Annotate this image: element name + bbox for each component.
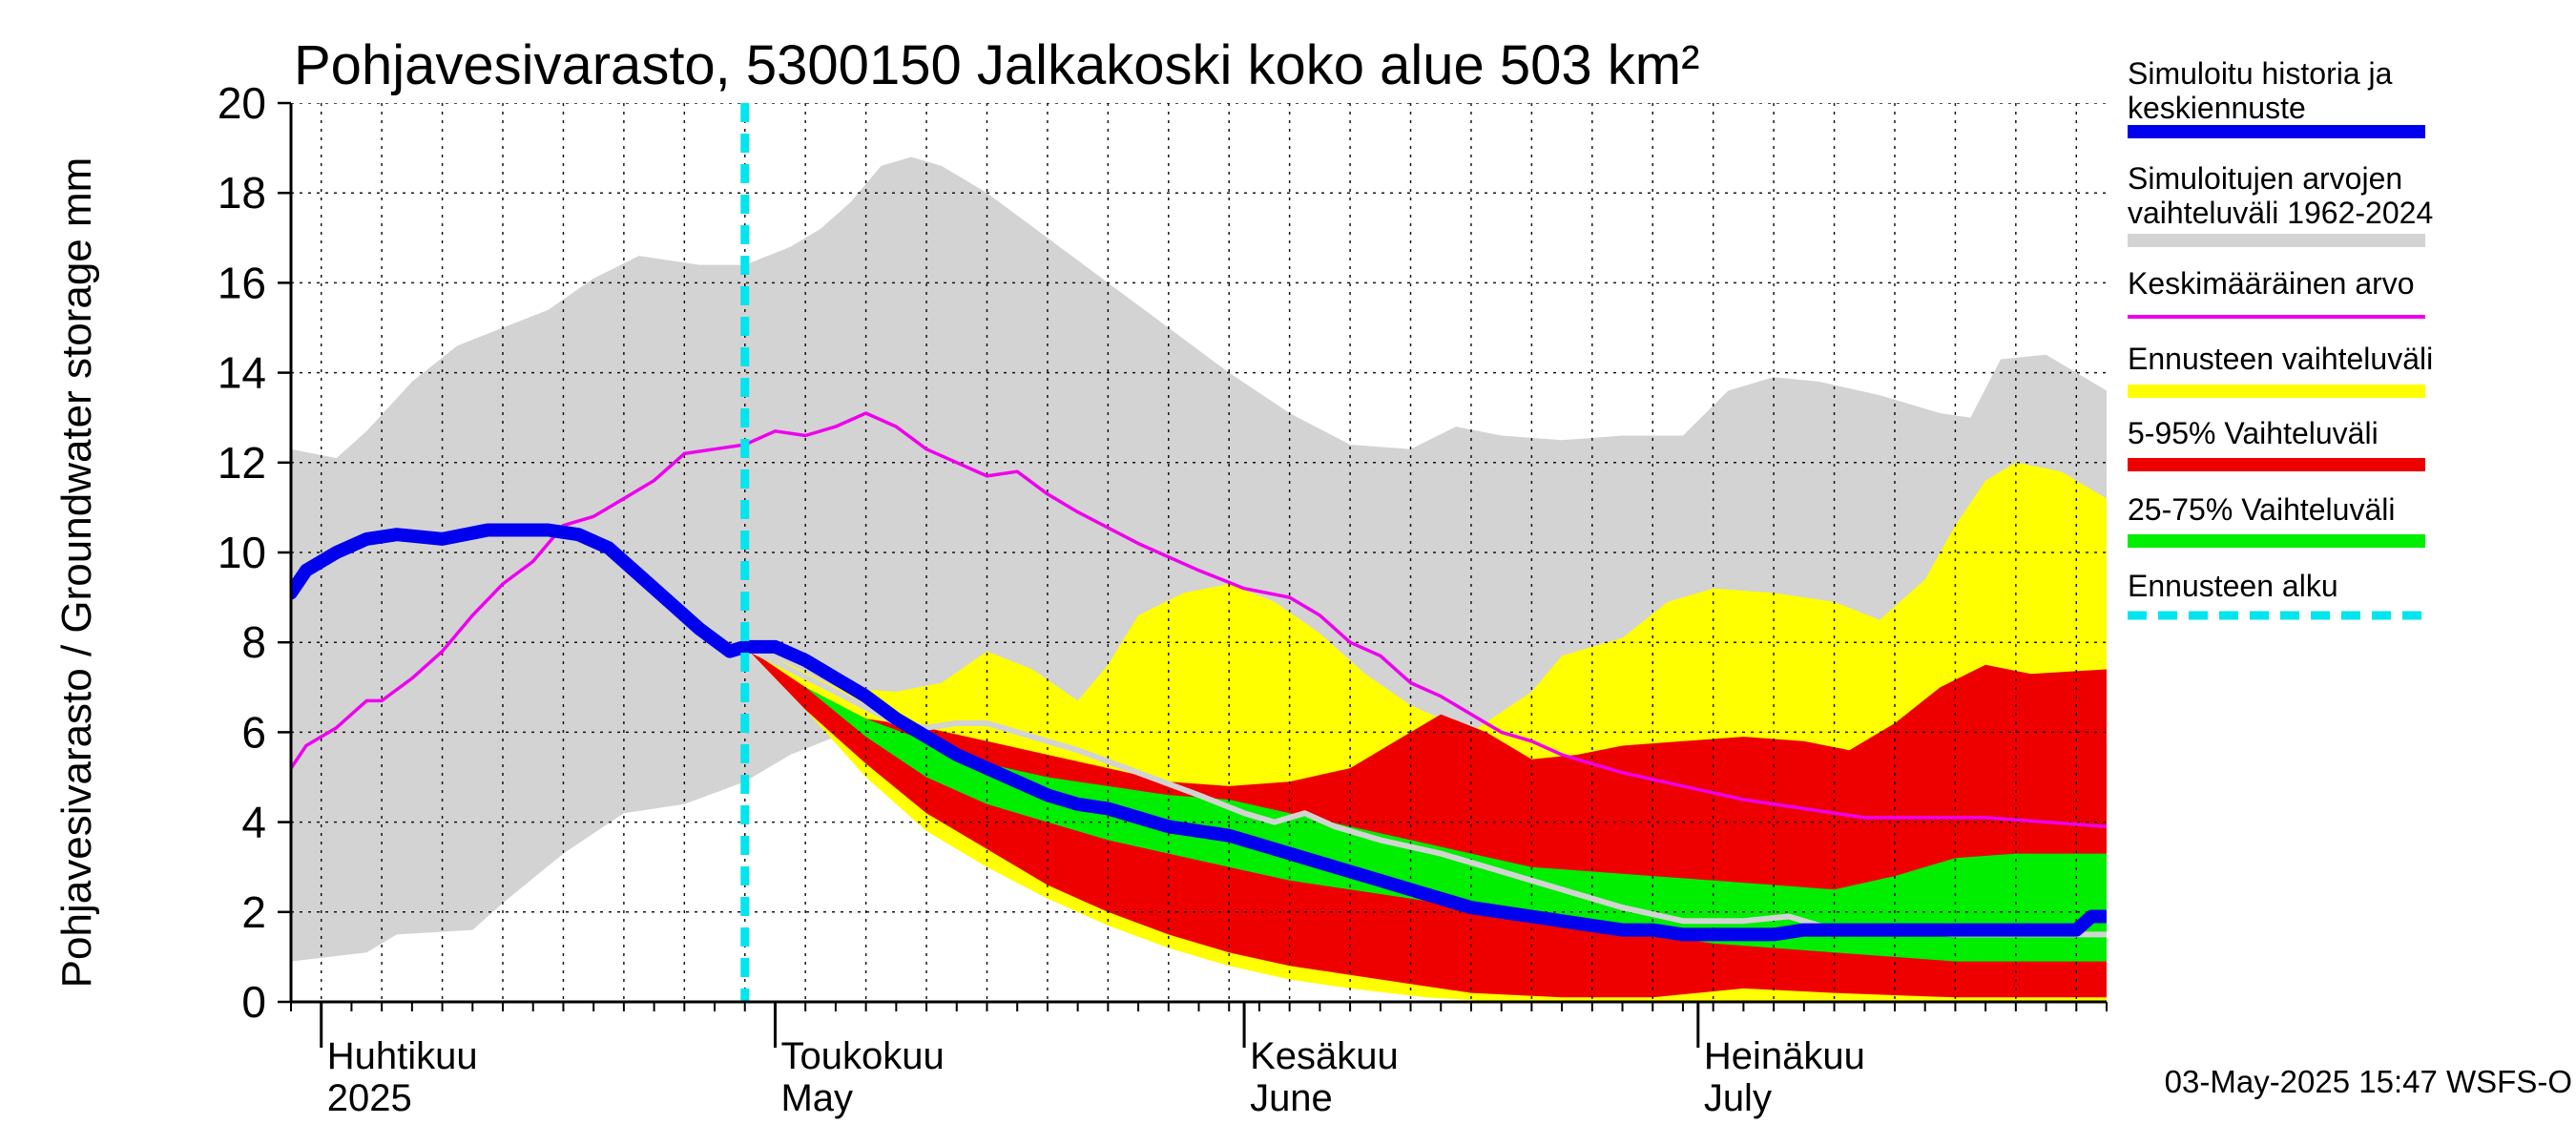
y-tick-label: 16 <box>218 258 266 307</box>
x-month-label: Toukokuu <box>780 1035 944 1077</box>
y-axis-label: Pohjavesivarasto / Groundwater storage m… <box>53 157 100 989</box>
x-month-label: Heinäkuu <box>1704 1035 1865 1077</box>
y-tick-label: 0 <box>241 977 266 1027</box>
legend-label: 25-75% Vaihteluväli <box>2128 492 2395 527</box>
y-tick-label: 8 <box>241 617 266 667</box>
legend-label: Keskimääräinen arvo <box>2128 266 2415 301</box>
legend-label: keskiennuste <box>2128 91 2306 125</box>
timestamp-label: 03-May-2025 15:47 WSFS-O <box>2165 1064 2572 1099</box>
chart-title: Pohjavesivarasto, 5300150 Jalkakoski kok… <box>294 34 1699 96</box>
legend-label: Ennusteen vaihteluväli <box>2128 342 2433 376</box>
history-forecast-line <box>291 523 2107 942</box>
legend-label: vaihteluväli 1962-2024 <box>2128 196 2433 230</box>
x-month-sublabel: July <box>1704 1077 1772 1119</box>
legend-label: 5-95% Vaihteluväli <box>2128 416 2379 450</box>
y-tick-label: 14 <box>218 348 266 398</box>
x-month-sublabel: 2025 <box>327 1077 412 1119</box>
y-tick-label: 6 <box>241 707 266 757</box>
x-month-label: Huhtikuu <box>327 1035 478 1077</box>
y-tick-label: 12 <box>218 438 266 488</box>
y-tick-label: 10 <box>218 528 266 577</box>
y-tick-label: 4 <box>241 798 266 847</box>
legend-label: Ennusteen alku <box>2128 569 2338 603</box>
y-tick-label: 18 <box>218 168 266 218</box>
x-month-sublabel: May <box>780 1077 853 1119</box>
series-group <box>291 103 2107 1002</box>
x-month-label: Kesäkuu <box>1250 1035 1399 1077</box>
x-month-sublabel: June <box>1250 1077 1333 1119</box>
mean-line <box>291 411 2107 829</box>
y-tick-label: 20 <box>218 78 266 128</box>
legend-label: Simuloitujen arvojen <box>2128 161 2402 196</box>
y-tick-label: 2 <box>241 887 266 937</box>
legend-label: Simuloitu historia ja <box>2128 56 2393 91</box>
